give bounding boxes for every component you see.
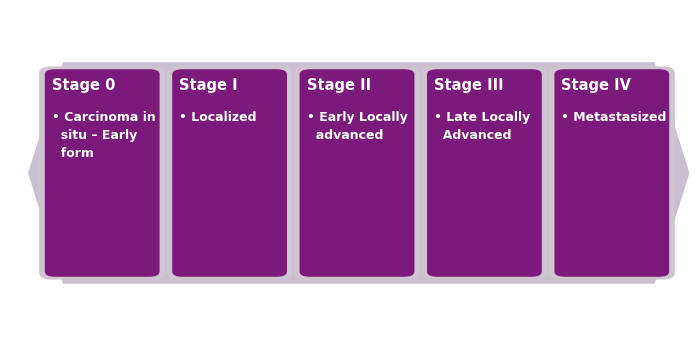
Text: Stage I: Stage I [179,78,238,93]
Text: Stage II: Stage II [307,78,371,93]
FancyBboxPatch shape [554,69,669,277]
FancyBboxPatch shape [167,66,293,280]
FancyBboxPatch shape [300,69,414,277]
FancyBboxPatch shape [549,66,675,280]
FancyBboxPatch shape [421,66,547,280]
FancyBboxPatch shape [45,69,160,277]
Polygon shape [28,62,690,284]
Text: • Localized: • Localized [179,111,257,124]
Text: Stage IV: Stage IV [561,78,631,93]
FancyBboxPatch shape [427,69,542,277]
FancyBboxPatch shape [39,66,165,280]
FancyBboxPatch shape [172,69,287,277]
Text: Stage III: Stage III [434,78,503,93]
Text: • Early Locally
  advanced: • Early Locally advanced [307,111,407,142]
FancyBboxPatch shape [294,66,420,280]
Text: Stage 0: Stage 0 [52,78,116,93]
Text: • Metastasized: • Metastasized [561,111,667,124]
Text: • Carcinoma in
  situ – Early
  form: • Carcinoma in situ – Early form [52,111,155,160]
Text: • Late Locally
  Advanced: • Late Locally Advanced [434,111,531,142]
